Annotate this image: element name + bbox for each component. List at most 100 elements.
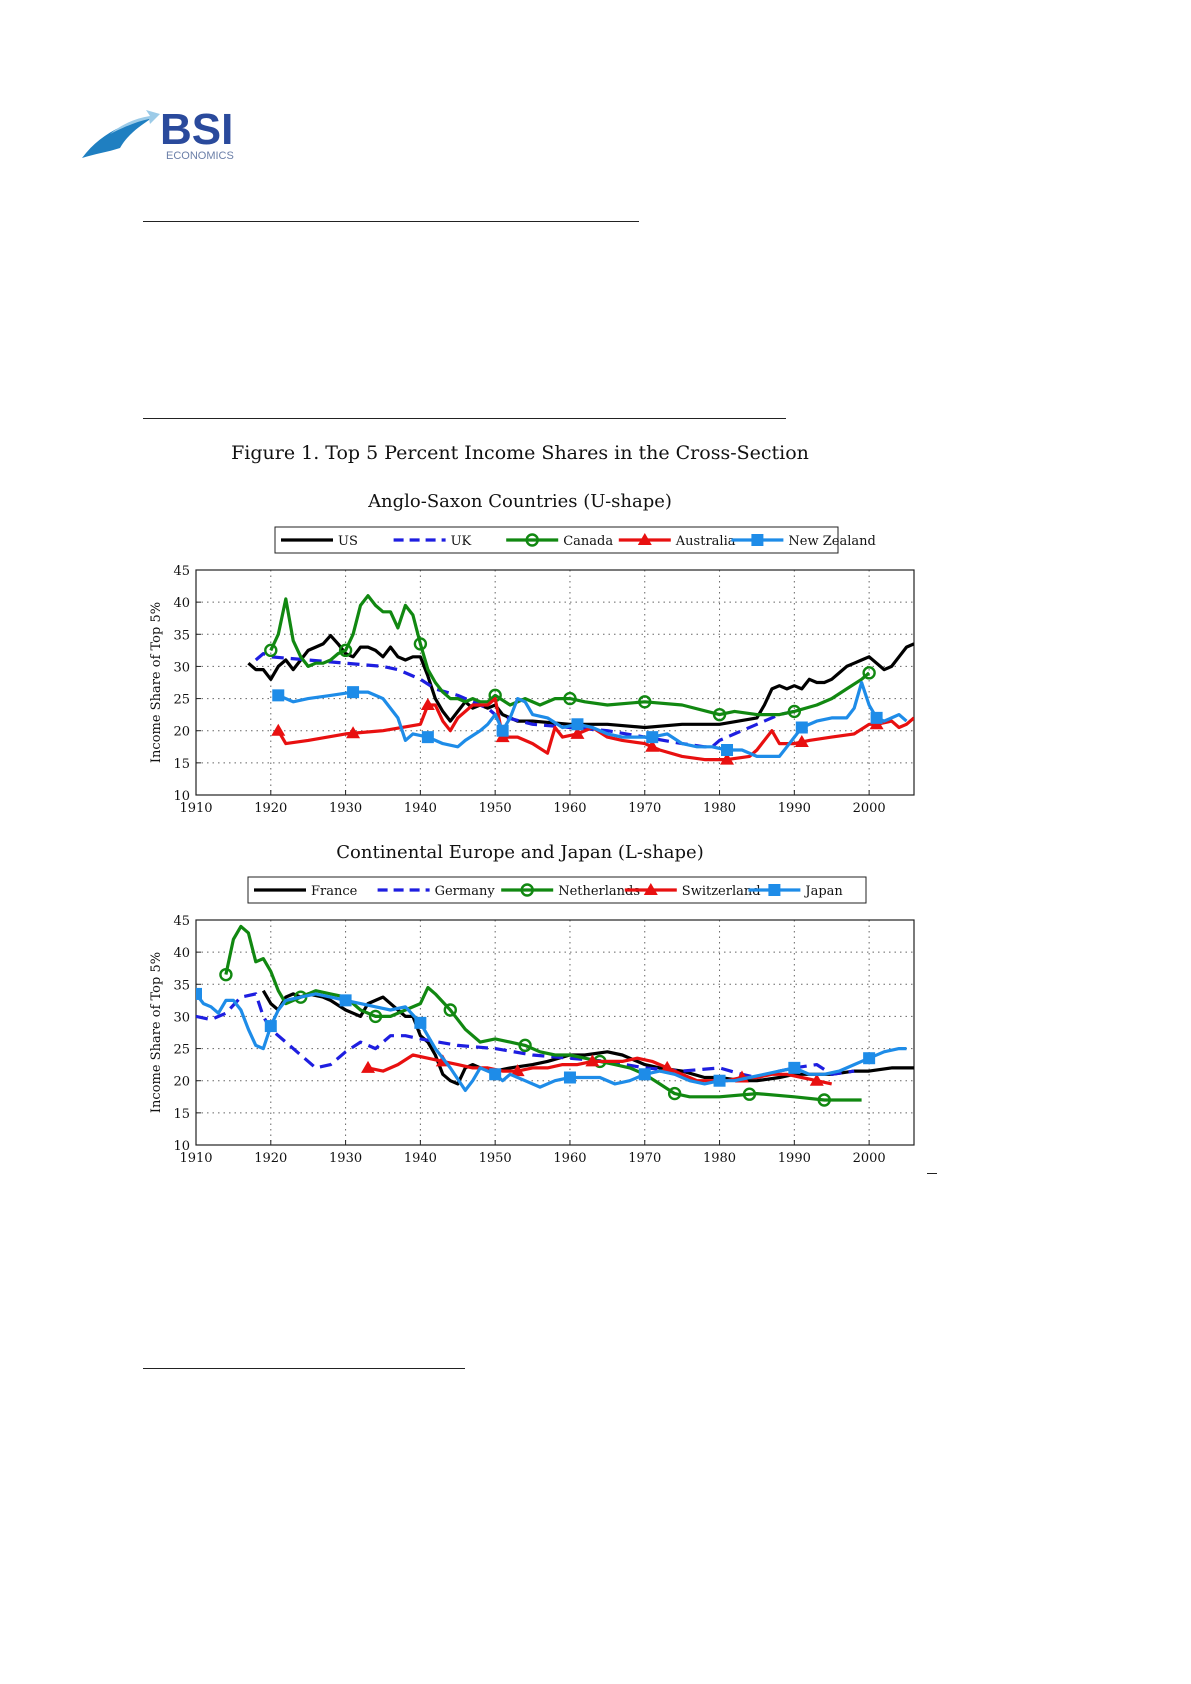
point-canada [413, 637, 428, 651]
series-line-germany [196, 992, 855, 1080]
point-switzerland [510, 1064, 525, 1077]
point-australia [794, 734, 809, 747]
series-line-uk [254, 652, 795, 749]
x-tick-label: 1950 [479, 1151, 512, 1166]
y-tick-label: 45 [173, 564, 190, 579]
y-tick-label: 15 [173, 757, 190, 772]
point-canada [563, 691, 577, 706]
point-netherlands [443, 1003, 457, 1017]
y-tick-label: 40 [173, 596, 190, 611]
series-line-new-zealand [277, 680, 908, 758]
legend-label: Switzerland [682, 884, 761, 899]
point-japan [489, 1068, 502, 1081]
point-new-zealand [646, 731, 659, 744]
point-netherlands [219, 967, 233, 982]
x-tick-label: 1950 [479, 801, 512, 816]
point-switzerland [361, 1060, 376, 1073]
y-axis-label: Income Share of Top 5% [149, 602, 164, 763]
x-tick-label: 1920 [254, 1151, 287, 1166]
series-line-france [261, 989, 914, 1086]
legend-marker [643, 883, 658, 895]
x-tick-label: 1940 [404, 801, 437, 816]
point-canada [338, 643, 353, 658]
x-tick-label: 1930 [329, 1151, 362, 1166]
point-new-zealand [421, 731, 434, 744]
point-new-zealand [870, 711, 883, 724]
divider-rule-3 [143, 1368, 465, 1369]
y-tick-label: 25 [173, 693, 190, 708]
y-tick-label: 15 [173, 1107, 190, 1122]
point-japan [638, 1068, 651, 1081]
point-new-zealand [795, 721, 808, 734]
plot-frame [195, 569, 915, 796]
series-line-us [247, 634, 914, 730]
point-japan [339, 994, 352, 1007]
series-line-canada [269, 594, 871, 717]
point-japan [414, 1016, 427, 1029]
legend-label: Canada [563, 534, 613, 549]
y-tick-label: 25 [173, 1043, 190, 1058]
point-new-zealand [571, 718, 584, 731]
legend-marker [520, 883, 534, 897]
x-tick-label: 2000 [853, 801, 886, 816]
point-canada [638, 695, 652, 709]
x-tick-label: 1910 [179, 1151, 212, 1166]
x-tick-label: 1960 [553, 801, 586, 816]
figure-title: Figure 1. Top 5 Percent Income Shares in… [231, 442, 809, 464]
y-tick-label: 45 [173, 914, 190, 929]
legend-label: Germany [435, 884, 496, 899]
divider-rule-2 [143, 418, 786, 419]
point-canada [264, 643, 278, 658]
logo-arrow-icon [110, 110, 160, 134]
point-australia [346, 726, 361, 739]
legend-label: New Zealand [788, 534, 875, 549]
chart-1: Anglo-Saxon Countries (U-shape) 1910 1920 1… [149, 491, 915, 816]
logo-swoosh-icon [82, 118, 152, 158]
y-tick-label: 10 [173, 1139, 190, 1154]
point-japan [863, 1052, 876, 1065]
legend-label: Australia [675, 534, 736, 549]
legend-label: France [311, 884, 358, 899]
x-tick-label: 1920 [254, 801, 287, 816]
x-tick-label: 1980 [703, 1151, 736, 1166]
x-tick-label: 1910 [179, 801, 212, 816]
point-australia [271, 723, 286, 736]
x-tick-label: 1940 [404, 1151, 437, 1166]
point-australia [420, 698, 435, 710]
point-netherlands [742, 1087, 757, 1101]
point-netherlands [368, 1009, 383, 1024]
point-netherlands [667, 1086, 682, 1101]
point-switzerland [660, 1060, 675, 1073]
legend-label: Netherlands [558, 884, 640, 899]
series-group [196, 924, 914, 1107]
chart-title: Anglo-Saxon Countries (U-shape) [367, 491, 672, 512]
y-axis-label: Income Share of Top 5% [149, 952, 164, 1113]
y-tick-label: 35 [173, 978, 190, 993]
point-netherlands [518, 1038, 532, 1053]
series-line-japan [196, 992, 907, 1092]
point-australia [570, 726, 585, 739]
point-canada [712, 707, 727, 722]
y-tick-label: 40 [173, 946, 190, 961]
chart-2: Continental Europe and Japan (L-shape) 19… [149, 842, 915, 1166]
legend-label: Japan [803, 884, 843, 899]
point-new-zealand [721, 744, 734, 756]
legend-marker [768, 884, 781, 896]
x-tick-label: 1960 [553, 1151, 586, 1166]
x-tick-label: 1990 [778, 801, 811, 816]
y-tick-label: 30 [173, 660, 190, 675]
point-netherlands [817, 1093, 831, 1107]
divider-rule-1 [143, 221, 639, 222]
legend-marker [751, 534, 764, 546]
logo-brand-text: BSI [160, 105, 233, 154]
point-japan [264, 1020, 277, 1033]
legend-label: US [338, 534, 358, 549]
point-switzerland [809, 1073, 824, 1086]
point-new-zealand [272, 689, 285, 702]
point-new-zealand [347, 686, 360, 699]
legend-label: UK [451, 534, 472, 549]
x-tick-label: 1990 [778, 1151, 811, 1166]
footnote-marker [927, 1173, 937, 1174]
x-tick-label: 1970 [628, 1151, 661, 1166]
